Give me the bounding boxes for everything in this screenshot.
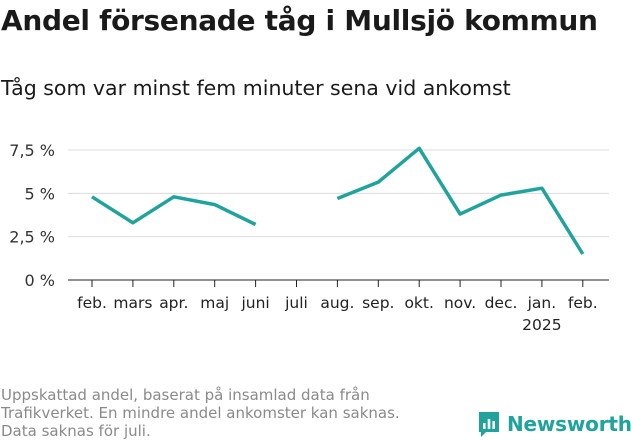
x-axis-ticks: feb. mars apr. maj juni juli aug. sep. okt. nov. d… bbox=[77, 280, 598, 334]
x-tick-label: apr. bbox=[159, 294, 188, 312]
footnote-line: Trafikverket. En mindre andel ankomster … bbox=[1, 404, 400, 422]
line-chart: 0 % 2,5 % 5 % 7,5 % feb. mars apr. maj juni juli… bbox=[9, 141, 609, 334]
x-tick-label: okt. bbox=[404, 294, 433, 312]
x-tick-label: feb. bbox=[568, 294, 598, 312]
newsworthy-logo-icon bbox=[479, 412, 499, 437]
x-tick-label: nov. bbox=[444, 294, 476, 312]
chart-subtitle: Tåg som var minst fem minuter sena vid a… bbox=[1, 76, 511, 100]
chart-title: Andel försenade tåg i Mullsjö kommun bbox=[1, 4, 598, 37]
footnote: Uppskattad andel, baserat på insamlad da… bbox=[1, 386, 461, 440]
y-tick-label: 7,5 % bbox=[9, 141, 55, 160]
series-line bbox=[91, 195, 257, 227]
x-tick-label: juli bbox=[284, 294, 308, 312]
y-tick-label: 0 % bbox=[25, 271, 55, 290]
brand-name: Newsworthy bbox=[507, 412, 631, 436]
x-tick-label: mars bbox=[113, 294, 152, 312]
y-tick-label: 5 % bbox=[25, 184, 55, 203]
x-tick-label: juni bbox=[240, 294, 269, 312]
x-tick-label: feb. bbox=[77, 294, 107, 312]
series-line bbox=[336, 146, 585, 255]
y-tick-label: 2,5 % bbox=[9, 228, 55, 247]
x-tick-label: jan. bbox=[527, 294, 557, 312]
footnote-line: Uppskattad andel, baserat på insamlad da… bbox=[1, 386, 370, 404]
brand-logo: Newsworthy bbox=[477, 408, 631, 440]
footnote-line: Data saknas för juli. bbox=[1, 422, 151, 440]
x-year-label: 2025 bbox=[522, 316, 561, 334]
x-tick-label: sep. bbox=[362, 294, 394, 312]
series-lines bbox=[91, 146, 585, 255]
gridlines bbox=[68, 149, 609, 281]
x-tick-label: dec. bbox=[485, 294, 518, 312]
y-axis-ticks: 0 % 2,5 % 5 % 7,5 % bbox=[9, 141, 55, 290]
x-tick-label: maj bbox=[200, 294, 229, 312]
x-tick-label: aug. bbox=[320, 294, 354, 312]
